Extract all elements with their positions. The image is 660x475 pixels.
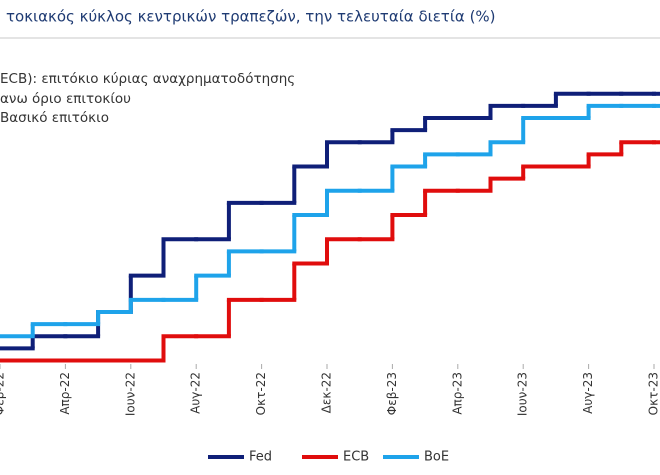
note: ανω όριο επιτοκίου: [0, 91, 131, 107]
note: Βασικό επιτόκιο: [0, 110, 109, 126]
legend-label: BoE: [424, 450, 449, 465]
x-tick-label: Αυγ-23: [581, 372, 595, 414]
x-tick-label: Δεκ-22: [320, 372, 334, 413]
x-tick-label: Φεβ-23: [385, 372, 399, 415]
note: ECB): επιτόκιο κύριας αναχρηματοδότησης: [0, 71, 295, 87]
x-tick-label: Φεβ-22: [0, 372, 7, 415]
x-tick-label: Ιουν-23: [516, 372, 530, 416]
x-tick-label: Απρ-22: [58, 372, 72, 415]
legend-label: Fed: [249, 450, 272, 465]
chart-title: τοκιακός κύκλος κεντρικών τραπεζών, την …: [6, 8, 496, 26]
x-tick-label: Αυγ-22: [189, 372, 203, 414]
x-tick-label: Οκτ-23: [647, 372, 660, 415]
legend-label: ECB: [343, 450, 369, 465]
x-tick-label: Απρ-23: [450, 372, 464, 415]
x-tick-label: Ιουν-22: [123, 372, 137, 416]
x-tick-label: Οκτ-22: [254, 372, 268, 415]
